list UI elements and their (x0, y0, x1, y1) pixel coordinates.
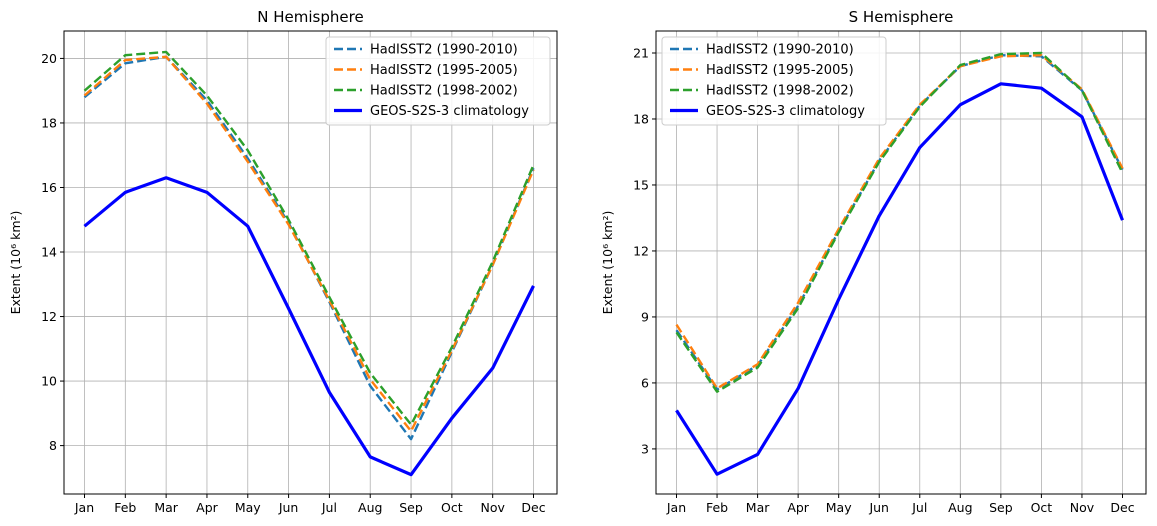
y-tick-label: 18 (41, 115, 57, 130)
legend-label: HadISST2 (1995-2005) (370, 63, 518, 78)
x-tick-label: Oct (441, 500, 463, 515)
x-tick-label: Dec (521, 500, 545, 515)
x-tick-label: May (826, 500, 852, 515)
legend-label: HadISST2 (1998-2002) (370, 84, 518, 99)
x-tick-label: Aug (358, 500, 382, 515)
x-tick-label: Dec (1110, 500, 1134, 515)
axes-frame (63, 30, 558, 495)
x-tick-label: May (235, 500, 261, 515)
y-tick-label: 20 (41, 51, 57, 66)
x-tick-label: Feb (114, 500, 136, 515)
legend: HadISST2 (1990-2010) HadISST2 (1995-2005)… (661, 36, 887, 126)
x-tick-label: Jun (278, 500, 299, 515)
series-line (675, 51, 1124, 393)
chart-title: N Hemisphere (257, 8, 363, 26)
legend-label: GEOS-S2S-3 climatology (706, 104, 865, 119)
y-tick-label: 16 (41, 180, 57, 195)
y-tick-label: 21 (633, 45, 649, 60)
y-tick-label: 18 (633, 111, 649, 126)
legend-label: GEOS-S2S-3 climatology (370, 104, 529, 119)
y-axis-label: Extent (10⁶ km²) (8, 211, 23, 315)
s-hemisphere-chart: S Hemisphere Jan Feb Mar Apr May Jun Jul Aug Sep O… (600, 8, 1147, 515)
y-tick-label: 9 (641, 309, 649, 324)
series-line (83, 55, 535, 433)
x-tick-label: Mar (746, 500, 770, 515)
legend-label: HadISST2 (1990-2010) (706, 43, 854, 58)
x-tick-label: Jun (868, 500, 889, 515)
legend-frame (661, 36, 887, 126)
y-tick-label: 14 (41, 245, 57, 260)
y-tick-label: 10 (41, 374, 57, 389)
legend-label: HadISST2 (1998-2002) (706, 84, 854, 99)
series-line (83, 176, 535, 477)
axes-frame (655, 30, 1147, 495)
legend: HadISST2 (1990-2010) HadISST2 (1995-2005)… (325, 36, 551, 126)
series-line (675, 53, 1124, 390)
x-tick-label: Mar (154, 500, 178, 515)
x-tick-label: Jan (74, 500, 94, 515)
chart-title: S Hemisphere (849, 8, 954, 26)
y-tick-label: 3 (641, 441, 649, 456)
x-tick-label: Apr (196, 500, 218, 515)
y-tick-label: 15 (633, 177, 649, 192)
x-tick-label: Sep (989, 500, 1013, 515)
legend-label: HadISST2 (1990-2010) (370, 43, 518, 58)
x-tick-label: Apr (787, 500, 809, 515)
x-tick-label: Sep (399, 500, 423, 515)
x-tick-label: Nov (480, 500, 505, 515)
y-tick-label: 8 (49, 438, 57, 453)
y-tick-label: 12 (633, 243, 649, 258)
x-tick-label: Oct (1031, 500, 1053, 515)
legend-label: HadISST2 (1995-2005) (706, 63, 854, 78)
x-tick-label: Nov (1070, 500, 1095, 515)
y-axis-label: Extent (10⁶ km²) (600, 211, 615, 315)
y-tick-label: 12 (41, 309, 57, 324)
x-tick-label: Aug (948, 500, 972, 515)
n-hemisphere-chart: N Hemisphere Jan Feb Mar Apr May Jun Jul Aug Sep O… (8, 8, 558, 515)
x-tick-label: Jul (321, 500, 337, 515)
series-line (675, 82, 1124, 476)
y-tick-label: 6 (641, 375, 649, 390)
x-tick-label: Feb (706, 500, 728, 515)
legend-frame (325, 36, 551, 126)
x-tick-label: Jul (911, 500, 927, 515)
x-tick-label: Jan (666, 500, 686, 515)
